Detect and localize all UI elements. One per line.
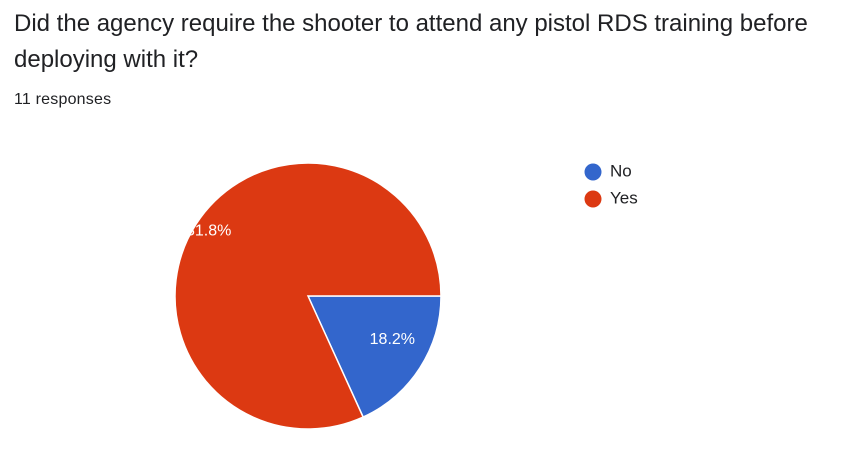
legend-marker-no [584, 163, 602, 181]
response-count: 11 responses [14, 91, 112, 108]
chart-legend: No Yes [584, 161, 638, 208]
pie-label-no: 18.2% [370, 331, 415, 348]
pie-label-yes: 81.8% [186, 223, 231, 240]
legend-marker-yes [584, 190, 602, 208]
pie-slice-no [306, 295, 442, 419]
legend-label-no: No [610, 161, 632, 180]
pie-slices [174, 162, 442, 430]
legend-label-yes: Yes [610, 188, 638, 207]
question-title: Did the agency require the shooter to at… [14, 10, 808, 73]
pie-slice-yes [174, 162, 442, 430]
pie-labels: 18.2% 81.8% [186, 223, 415, 348]
